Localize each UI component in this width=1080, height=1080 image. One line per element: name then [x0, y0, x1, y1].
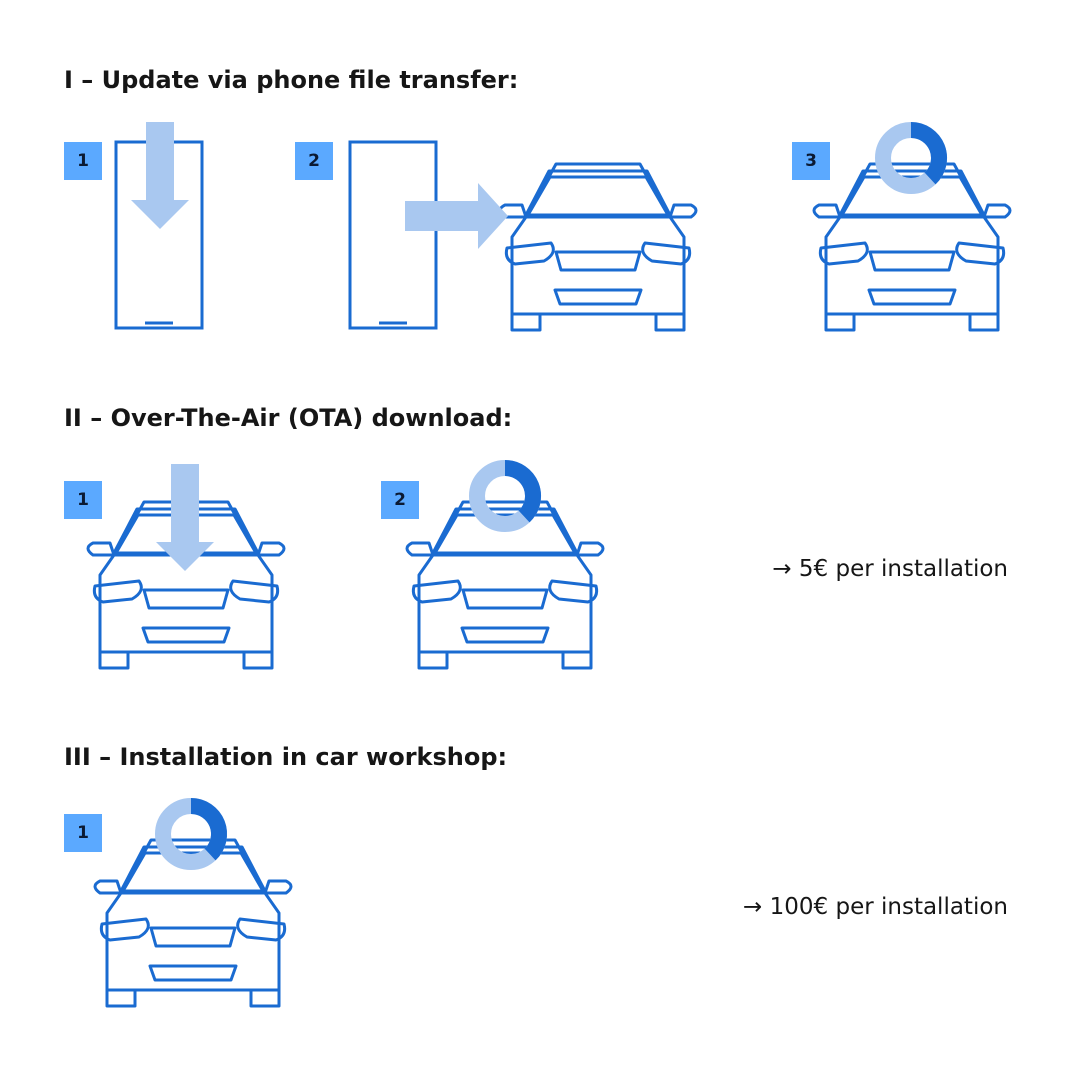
car-icon [498, 162, 698, 332]
step-badge: 2 [381, 481, 419, 519]
section-2-heading: II – Over-The-Air (OTA) download: [64, 404, 513, 432]
step-badge: 3 [792, 142, 830, 180]
step-badge: 1 [64, 481, 102, 519]
step-badge: 2 [295, 142, 333, 180]
workshop-price-note: → 100€ per installation [743, 894, 1008, 920]
transfer-arrow-icon [405, 183, 508, 249]
section-1-heading: I – Update via phone file transfer: [64, 66, 519, 94]
download-arrow-icon [131, 122, 189, 229]
ota-price-note: → 5€ per installation [772, 556, 1008, 582]
step-badge: 1 [64, 142, 102, 180]
section-3-heading: III – Installation in car workshop: [64, 743, 508, 771]
phone-icon [348, 140, 438, 330]
step-badge: 1 [64, 814, 102, 852]
